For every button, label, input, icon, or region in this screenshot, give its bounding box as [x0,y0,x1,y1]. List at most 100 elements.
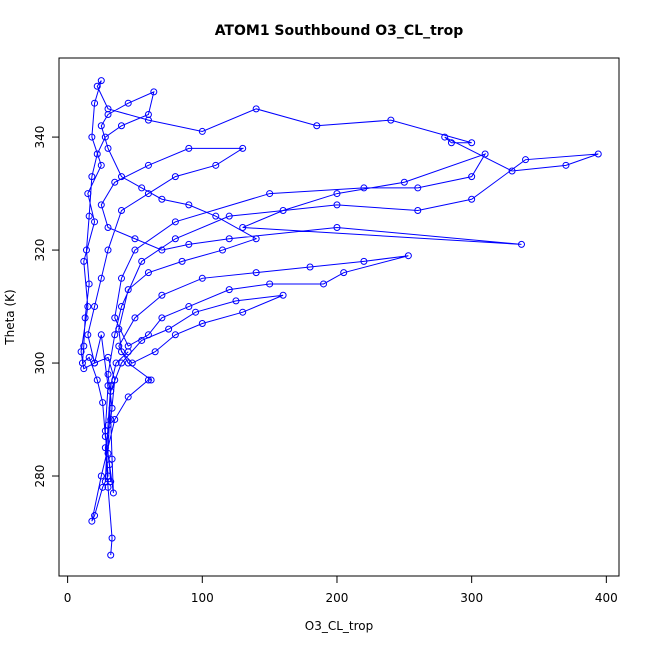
point [171,331,179,339]
point [104,472,112,480]
point [107,478,115,486]
point [447,139,455,147]
point [93,376,101,384]
point [117,359,125,367]
point [99,483,107,491]
point [266,280,274,288]
point [91,303,99,311]
x-tick-label: 0 [64,591,72,605]
point [104,449,112,457]
point [85,353,93,361]
point [97,331,105,339]
point [88,173,96,181]
point [185,240,193,248]
point [115,325,123,333]
point [108,534,116,542]
x-tick-label: 200 [326,591,349,605]
point [91,218,99,226]
point [252,269,260,277]
point [104,223,112,231]
point [117,173,125,181]
point [117,122,125,130]
point [404,252,412,260]
point [414,207,422,215]
point [131,235,139,243]
point [340,269,348,277]
point [333,190,341,198]
point [104,353,112,361]
point [124,393,132,401]
point [185,144,193,152]
point [97,122,105,130]
point [144,190,152,198]
point [185,201,193,209]
point [104,144,112,152]
point [97,472,105,480]
point [97,201,105,209]
point [111,178,119,186]
point [198,319,206,327]
y-tick-label: 280 [33,465,47,488]
point [279,207,287,215]
x-tick-label: 300 [460,591,483,605]
point [151,348,159,356]
chart-title: ATOM1 Southbound O3_CL_trop [215,23,464,39]
point [101,444,109,452]
point [144,110,152,118]
point [158,195,166,203]
point [481,150,489,158]
point [225,286,233,294]
point [517,240,525,248]
point [562,161,570,169]
point [101,432,109,440]
point [468,195,476,203]
point [131,314,139,322]
point [360,184,368,192]
point [99,399,107,407]
point [441,133,449,141]
point [387,116,395,124]
point [124,348,132,356]
point [109,489,117,497]
point [212,161,220,169]
point [131,246,139,254]
point [91,359,99,367]
y-axis-label: Theta (K) [3,289,17,345]
point [115,342,123,350]
point [124,286,132,294]
point [252,235,260,243]
point [108,455,116,463]
point [111,416,119,424]
point [101,478,109,486]
point [91,512,99,520]
point [360,257,368,265]
point [97,77,105,85]
point [144,331,152,339]
x-axis-label: O3_CL_trop [305,619,373,633]
point [124,99,132,107]
point [252,105,260,113]
point [594,150,602,158]
point [104,370,112,378]
point [84,331,92,339]
point [88,517,96,525]
point [111,331,119,339]
point [313,122,321,130]
point [468,139,476,147]
point [198,127,206,135]
point [266,190,274,198]
y-tick-label: 340 [33,126,47,149]
point [93,82,101,90]
point [128,359,136,367]
point [232,297,240,305]
point [81,314,89,322]
point [85,280,93,288]
point [85,212,93,220]
point [84,190,92,198]
point [84,303,92,311]
point [400,178,408,186]
point [104,382,112,390]
point [108,404,116,412]
point [279,291,287,299]
